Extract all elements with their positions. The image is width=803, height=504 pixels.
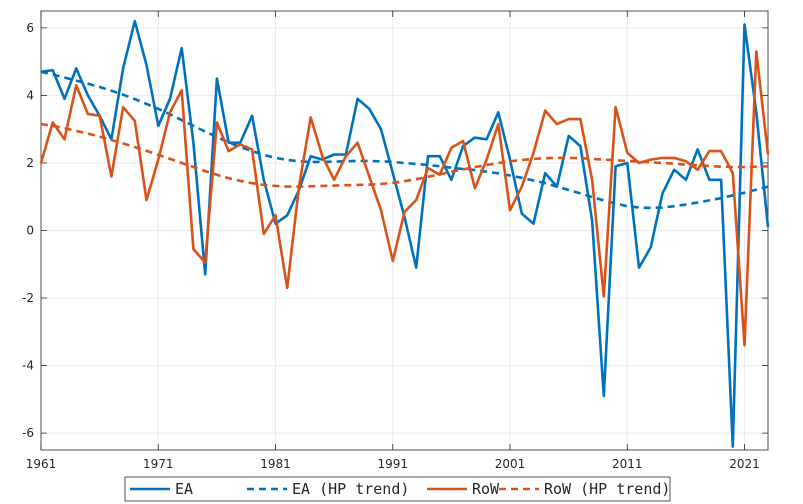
x-tick-label: 1981 bbox=[260, 457, 291, 471]
legend-label: EA (HP trend) bbox=[292, 480, 409, 498]
x-tick-label: 1971 bbox=[143, 457, 174, 471]
legend-box bbox=[124, 476, 671, 502]
x-tick-label: 2011 bbox=[612, 457, 643, 471]
axis-ticks bbox=[40, 11, 768, 450]
y-tick-label: 0 bbox=[26, 224, 34, 238]
y-tick-label: 2 bbox=[26, 156, 34, 170]
y-tick-label: -6 bbox=[22, 426, 34, 440]
x-tick-label: 1991 bbox=[378, 457, 409, 471]
y-tick-label: 6 bbox=[26, 21, 34, 35]
x-tick-label: 1961 bbox=[26, 457, 57, 471]
y-tick-label: -4 bbox=[22, 359, 34, 373]
y-tick-label: -2 bbox=[22, 291, 34, 305]
legend-label: EA bbox=[175, 480, 193, 498]
series-line-row-hp-trend bbox=[40, 122, 769, 188]
legend-label: RoW (HP trend) bbox=[544, 480, 670, 498]
y-tick-label: 4 bbox=[26, 88, 34, 102]
series-lines bbox=[39, 19, 770, 448]
legend-label: RoW bbox=[472, 480, 500, 498]
tick-labels: 1961 1971 1981 1991 2001 2011 2021 6 4 2 0 -2 -4 -6 bbox=[22, 21, 760, 471]
x-tick-label: 2001 bbox=[495, 457, 526, 471]
series-line-ea bbox=[40, 19, 770, 448]
legend: EA EA (HP trend) RoW RoW (HP trend) bbox=[124, 476, 671, 502]
x-tick-label: 2021 bbox=[729, 457, 760, 471]
series-line-ea-hp-trend bbox=[40, 70, 769, 210]
series-line-row bbox=[39, 50, 770, 347]
